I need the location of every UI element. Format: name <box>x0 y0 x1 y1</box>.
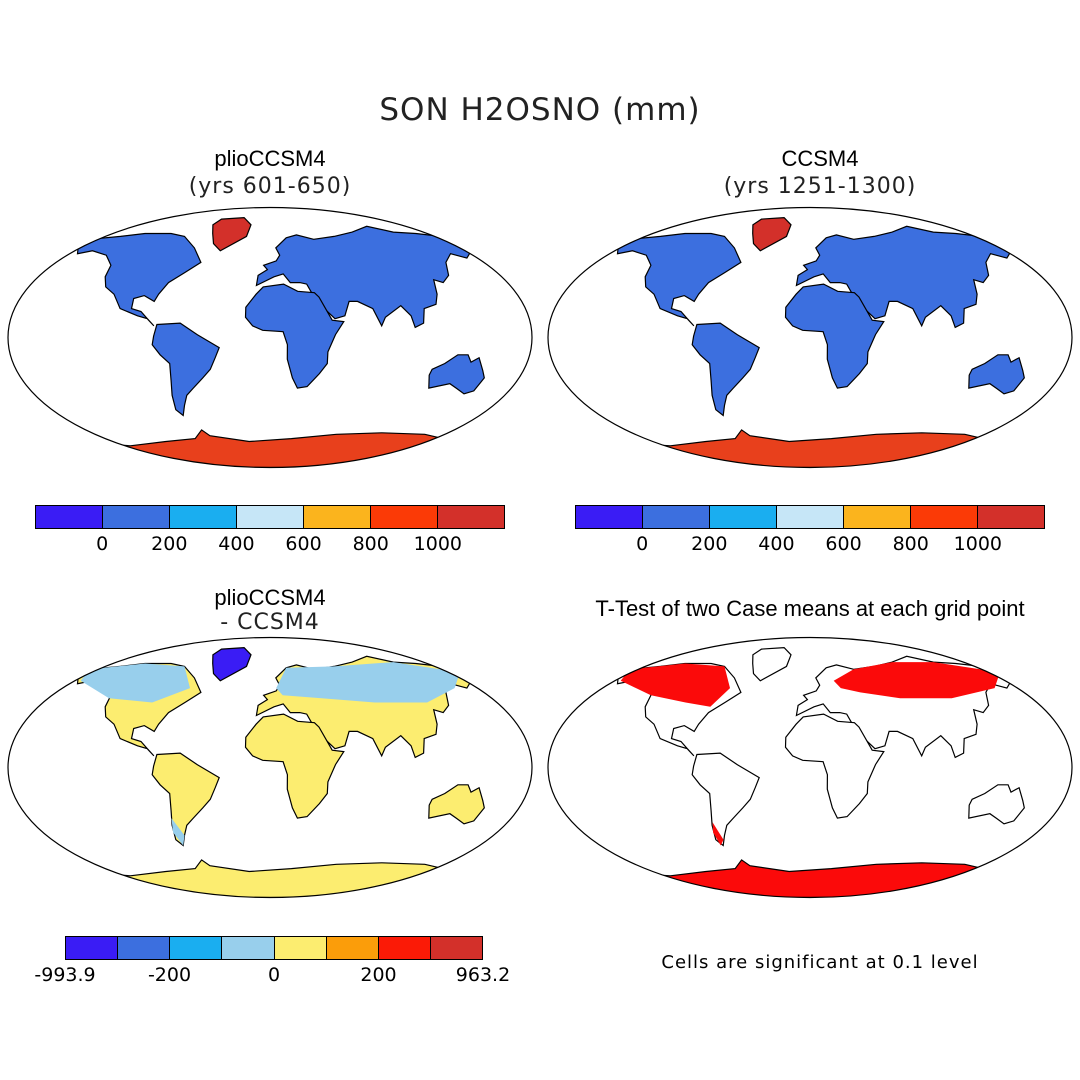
landmass-australia <box>428 354 485 395</box>
map-bottom-left <box>7 636 533 899</box>
colorbar-bottom-left <box>65 936 483 960</box>
landmass-antarctica <box>624 859 997 898</box>
colorbar-tick-label: 200 <box>151 533 188 555</box>
landmass-australia <box>968 354 1025 395</box>
colorbar-swatch <box>304 506 371 528</box>
map-border <box>547 636 1073 899</box>
panel-title-top-left: plioCCSM4 <box>214 146 326 171</box>
colorbar-swatch <box>911 506 978 528</box>
landmass-antarctica <box>84 859 457 898</box>
landmass-north-america <box>616 232 742 327</box>
map-land-layer <box>616 646 1025 898</box>
colorbar-tick-label: 800 <box>892 533 929 555</box>
colorbar-tick-label: 0 <box>96 533 109 555</box>
colorbar-tick-label: 1000 <box>953 533 1003 555</box>
landmass-africa <box>244 283 345 389</box>
colorbar-tick-label: 600 <box>285 533 322 555</box>
colorbar-swatch <box>978 506 1044 528</box>
panel-title-bottom-left: plioCCSM4 <box>214 585 326 610</box>
significant-region-eurasia <box>833 662 1000 699</box>
colorbar-swatch <box>844 506 911 528</box>
significant-region-north-america <box>620 663 730 707</box>
map-border <box>7 206 533 469</box>
colorbar-tick-label: 400 <box>218 533 255 555</box>
colorbar-tick-label: 200 <box>691 533 728 555</box>
colorbar-tick-label: 600 <box>825 533 862 555</box>
diff-region-eurasia <box>276 662 460 703</box>
colorbar-tick-label: 800 <box>352 533 389 555</box>
colorbar-tick-label: 963.2 <box>455 964 511 986</box>
landmass-south-america <box>691 322 760 417</box>
landmass-south-america <box>151 322 220 417</box>
landmass-antarctica <box>624 429 997 468</box>
panel-title-bottom-right: T-Test of two Case means at each grid po… <box>595 596 1025 621</box>
map-top-right <box>547 206 1073 469</box>
panel-subtitle-top-right: (yrs 1251-1300) <box>723 174 917 199</box>
colorbar-swatch <box>170 506 237 528</box>
landmass-africa <box>244 713 345 819</box>
colorbar-swatch <box>371 506 438 528</box>
landmass-africa <box>784 713 885 819</box>
colorbar-swatch <box>36 506 103 528</box>
colorbar-tick-label: 1000 <box>413 533 463 555</box>
landmass-north-america <box>76 232 202 327</box>
landmass-greenland <box>212 646 252 682</box>
colorbar-swatch <box>643 506 710 528</box>
map-bottom-right <box>547 636 1073 899</box>
colorbar-swatch <box>237 506 304 528</box>
colorbar-top-left <box>35 505 505 529</box>
colorbar-swatch <box>222 937 275 959</box>
landmass-greenland <box>212 216 252 252</box>
colorbar-swatch <box>274 937 327 959</box>
panel-subtitle-top-left: (yrs 601-650) <box>188 174 352 199</box>
panel-title-top-right: CCSM4 <box>781 146 859 171</box>
map-border <box>547 206 1073 469</box>
colorbar-tick-label: 0 <box>267 964 281 986</box>
colorbar-swatch <box>710 506 777 528</box>
map-land-layer <box>76 216 485 468</box>
landmass-greenland <box>752 646 792 682</box>
diff-region-andes <box>171 818 185 846</box>
colorbar-swatch <box>576 506 643 528</box>
map-top-left <box>7 206 533 469</box>
map-land-layer <box>616 216 1025 468</box>
colorbar-swatch <box>777 506 844 528</box>
colorbar-tick-label: -993.9 <box>34 964 96 986</box>
colorbar-swatch <box>103 506 170 528</box>
landmass-south-america <box>151 752 220 847</box>
significant-region-andes <box>712 822 724 846</box>
landmass-australia <box>968 784 1025 825</box>
colorbar-swatch <box>378 937 431 959</box>
landmass-africa <box>784 283 885 389</box>
landmass-australia <box>428 784 485 825</box>
colorbar-swatch <box>118 937 171 959</box>
colorbar-swatch <box>66 937 119 959</box>
colorbar-swatch <box>326 937 379 959</box>
colorbar-top-right <box>575 505 1045 529</box>
colorbar-tick-label: 0 <box>636 533 649 555</box>
main-title: SON H2OSNO (mm) <box>379 92 701 128</box>
colorbar-swatch <box>170 937 223 959</box>
map-border <box>7 636 533 899</box>
landmass-south-america <box>691 752 760 847</box>
colorbar-tick-label: 200 <box>360 964 397 986</box>
colorbar-tick-label: -200 <box>147 964 192 986</box>
colorbar-swatch <box>438 506 504 528</box>
colorbar-tick-label: 400 <box>758 533 795 555</box>
diff-region-north-america <box>80 663 190 703</box>
colorbar-swatch <box>430 937 482 959</box>
map-land-layer <box>76 646 485 898</box>
landmass-greenland <box>752 216 792 252</box>
significance-note: Cells are significant at 0.1 level <box>661 952 979 973</box>
panel-subtitle-bottom-left: - CCSM4 <box>220 610 320 635</box>
landmass-antarctica <box>84 429 457 468</box>
